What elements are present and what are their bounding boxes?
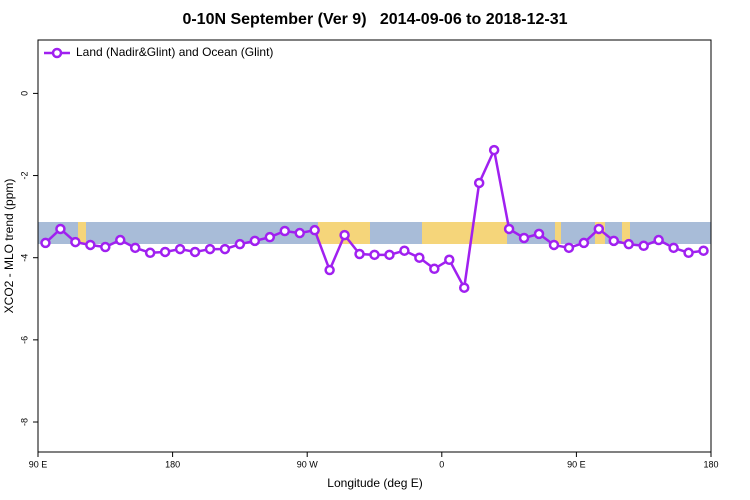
point <box>653 234 664 246</box>
point <box>399 245 410 256</box>
point <box>548 239 560 251</box>
point <box>429 263 440 275</box>
x-tick-label: 90 E <box>29 459 48 469</box>
point <box>623 238 634 250</box>
y-tick-label: 0 <box>19 91 29 96</box>
point <box>129 242 141 254</box>
point <box>294 227 305 239</box>
map-land <box>422 222 507 244</box>
point <box>40 237 51 249</box>
chart-title: 0-10N September (Ver 9) 2014-09-06 to 20… <box>182 11 567 28</box>
x-axis-title: Longitude (deg E) <box>327 476 422 490</box>
point <box>55 223 66 235</box>
point <box>264 231 276 243</box>
x-tick-label: 90 W <box>297 459 319 469</box>
x-tick-label: 180 <box>165 459 180 469</box>
x-tick-label: 90 E <box>567 459 586 469</box>
point <box>85 239 96 251</box>
point <box>683 247 694 259</box>
point <box>70 236 81 248</box>
point <box>473 177 485 189</box>
point <box>279 225 291 237</box>
point <box>533 228 545 240</box>
point <box>309 224 320 236</box>
point <box>444 254 455 266</box>
point <box>115 234 126 246</box>
y-axis-title: XCO2 - MLO trend (ppm) <box>2 179 16 314</box>
point <box>204 243 216 255</box>
point <box>458 282 470 293</box>
point <box>563 242 575 254</box>
point <box>324 264 335 276</box>
point <box>100 241 111 253</box>
point <box>189 246 201 258</box>
point <box>578 237 590 249</box>
x-tick-label: 0 <box>439 459 444 469</box>
point <box>249 235 261 247</box>
point <box>144 247 156 259</box>
y-tick-label: -4 <box>19 254 29 262</box>
point <box>384 249 395 261</box>
point <box>638 240 649 252</box>
point <box>159 246 171 258</box>
plot-frame <box>37 39 712 453</box>
map-ocean <box>38 222 711 244</box>
point <box>174 243 186 255</box>
legend-marker <box>51 47 63 59</box>
point <box>354 248 365 260</box>
y-tick-label: -2 <box>19 172 29 180</box>
point <box>369 249 380 261</box>
point <box>219 243 231 255</box>
y-tick-label: -6 <box>19 336 29 344</box>
point <box>593 223 605 235</box>
y-tick-label: -8 <box>19 418 29 426</box>
series-line <box>44 145 704 292</box>
x-tick-label: 180 <box>703 459 718 469</box>
legend-label: Land (Nadir&Glint) and Ocean (Glint) <box>76 45 273 59</box>
map-land <box>622 222 630 244</box>
point <box>503 223 515 235</box>
point <box>234 238 246 250</box>
point <box>518 232 530 244</box>
point <box>339 229 350 241</box>
map-land <box>555 222 561 244</box>
map-land <box>78 222 86 244</box>
point <box>668 242 679 254</box>
point <box>414 252 425 263</box>
point <box>698 245 709 256</box>
point <box>608 235 620 247</box>
point <box>488 144 500 156</box>
